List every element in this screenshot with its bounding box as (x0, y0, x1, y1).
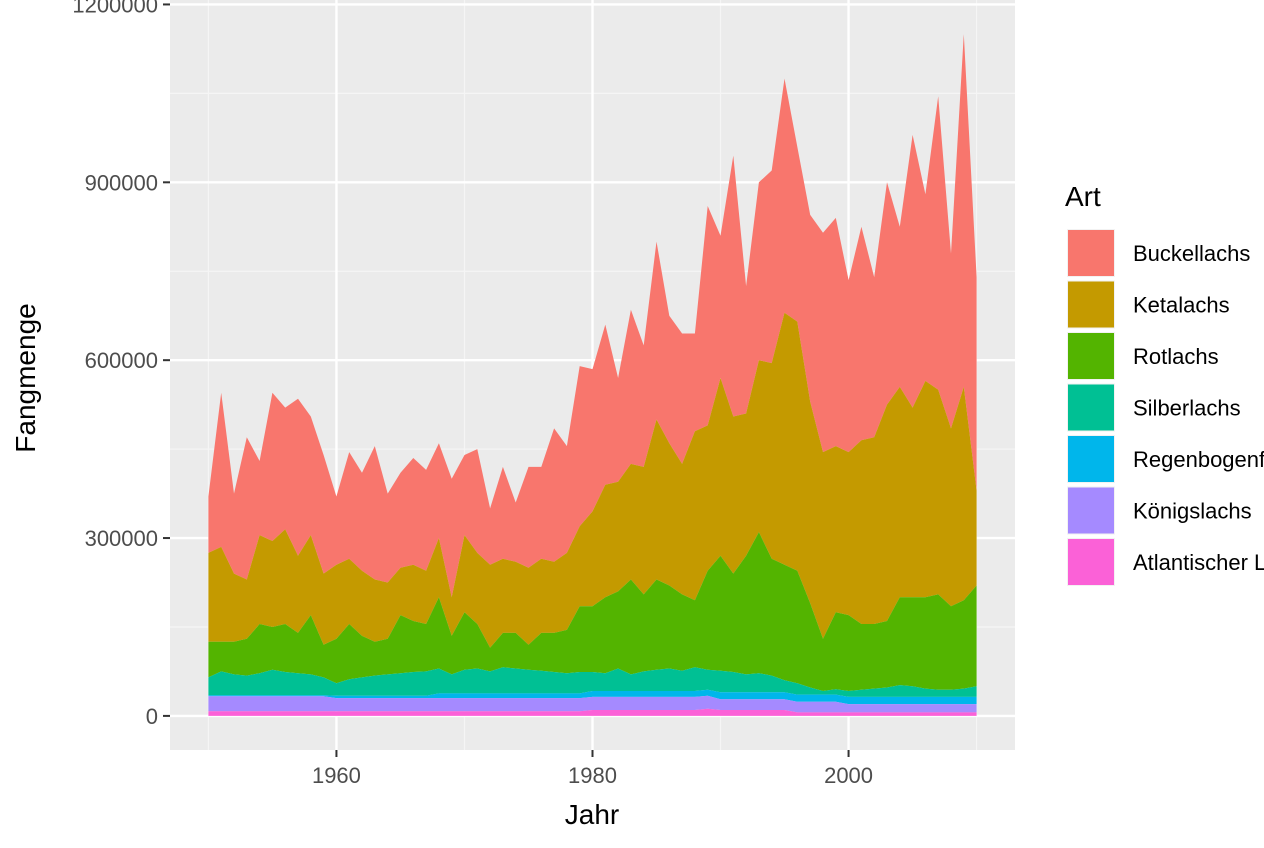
x-axis-title: Jahr (565, 799, 619, 830)
area-buckellachs (208, 34, 977, 598)
area-k-nigslachs (208, 695, 977, 713)
x-tick-label: 1980 (568, 763, 617, 788)
x-axis: 1960 1980 2000 (312, 750, 873, 788)
legend-key (1068, 333, 1114, 379)
area-rotlachs (208, 532, 977, 691)
legend-label: Regenbogenforelle (1133, 447, 1264, 472)
legend-key (1068, 436, 1114, 482)
y-tick-label: 1200000 (72, 0, 158, 17)
legend-label: Ketalachs (1133, 293, 1230, 318)
x-tick-label: 2000 (824, 763, 873, 788)
area-layers (208, 34, 977, 716)
y-tick-label: 600000 (85, 348, 158, 373)
area-atlantischer-lachs (208, 708, 977, 716)
legend-label: Buckellachs (1133, 241, 1250, 266)
legend-key (1068, 230, 1114, 276)
legend-key (1068, 281, 1114, 328)
y-tick-label: 0 (146, 704, 158, 729)
area-ketalachs (208, 312, 977, 648)
legend-label: Atlantischer Lachs (1133, 550, 1264, 575)
legend-key (1068, 539, 1114, 585)
y-axis-title: Fangmenge (10, 303, 41, 452)
legend-label: Rotlachs (1133, 344, 1219, 369)
legend-label: Silberlachs (1133, 396, 1241, 421)
legend-label: Königslachs (1133, 499, 1252, 524)
area-silberlachs (208, 667, 977, 697)
area-regenbogenforelle (208, 689, 977, 705)
legend: Art Buckellachs Ketalachs Rotlachs Silberla… (1065, 181, 1264, 586)
legend-title: Art (1065, 181, 1101, 212)
x-tick-label: 1960 (312, 763, 361, 788)
y-tick-label: 300000 (85, 526, 158, 551)
y-axis: 0 300000 600000 900000 1200000 (72, 0, 170, 729)
y-tick-label: 900000 (85, 170, 158, 195)
legend-key (1068, 384, 1114, 431)
legend-key (1068, 487, 1114, 534)
